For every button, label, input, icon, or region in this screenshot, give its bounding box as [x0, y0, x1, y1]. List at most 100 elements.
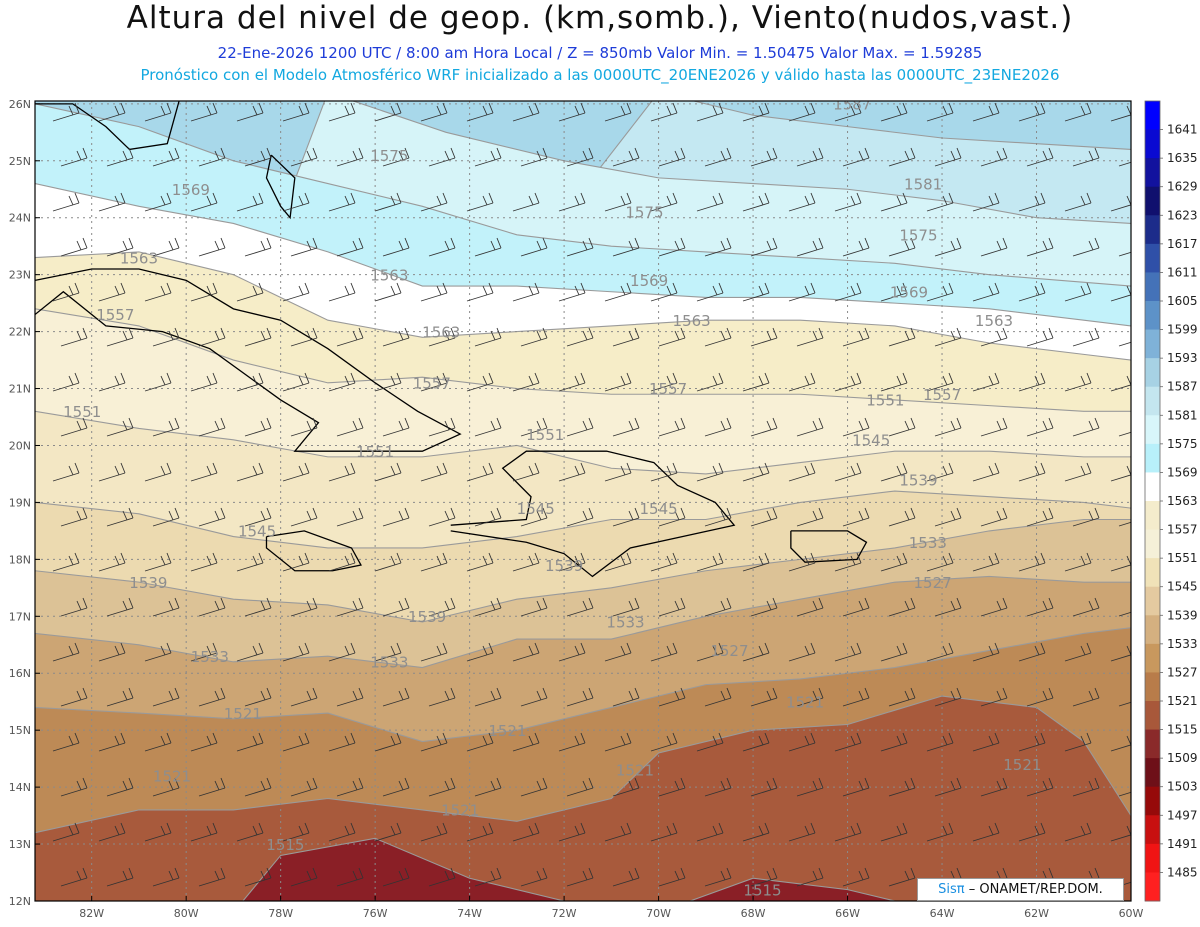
- wind-barb: [106, 777, 134, 797]
- wind-barb: [244, 147, 272, 167]
- wind-barb: [336, 327, 364, 347]
- wind-barb: [696, 192, 724, 212]
- wind-barb: [244, 867, 272, 887]
- wind-barb: [566, 507, 594, 527]
- wind-barb: [1110, 735, 1131, 752]
- wind-barb: [788, 822, 816, 842]
- andros-coast: [265, 154, 296, 220]
- wind-barb: [520, 597, 548, 617]
- contour-label: 1545: [517, 500, 555, 518]
- wind-barb: [282, 192, 310, 212]
- wind-barb: [382, 237, 410, 257]
- wind-barb: [1072, 777, 1100, 797]
- contour-label: 1533: [370, 654, 408, 672]
- wind-barb: [236, 102, 264, 122]
- credit-brand: Sisπ: [938, 882, 965, 897]
- wind-barb: [520, 687, 548, 707]
- wind-barb: [106, 237, 134, 257]
- wind-barb: [1026, 777, 1054, 797]
- wind-barb: [198, 687, 226, 707]
- wind-barb: [60, 417, 88, 437]
- colorbar-label: 1569: [1167, 465, 1198, 479]
- wind-barb: [742, 822, 770, 842]
- wind-barb: [658, 417, 686, 437]
- wind-barb: [742, 732, 770, 752]
- wind-barb: [650, 102, 678, 122]
- wind-barb: [474, 867, 502, 887]
- wind-barb: [152, 147, 180, 167]
- contour-label: 1563: [422, 323, 460, 341]
- wind-barb: [1110, 375, 1131, 392]
- contour-label: 1539: [129, 574, 167, 592]
- map-title: Altura del nivel de geop. (km,somb.), Vi…: [126, 0, 1074, 36]
- wind-barb: [650, 732, 678, 752]
- contour-label: 1521: [1003, 756, 1041, 774]
- wind-barb: [98, 102, 126, 122]
- wind-barb: [558, 822, 586, 842]
- wind-barb: [558, 552, 586, 572]
- wind-barb: [980, 507, 1008, 527]
- wind-barb: [520, 417, 548, 437]
- contour-label: 1569: [890, 283, 928, 301]
- wind-barb: [880, 282, 908, 302]
- wind-barb: [834, 552, 862, 572]
- wind-barb: [788, 282, 816, 302]
- jamaica-coast: [265, 530, 362, 572]
- contour-label: 1557: [96, 306, 134, 324]
- lon-tick-label: 68W: [741, 907, 766, 920]
- contour-label: 1569: [630, 272, 668, 290]
- wind-barb: [198, 777, 226, 797]
- wind-barb: [704, 327, 732, 347]
- wind-barb: [236, 192, 264, 212]
- wind-barb: [934, 687, 962, 707]
- wind-barb: [888, 237, 916, 257]
- wind-barb: [474, 327, 502, 347]
- lat-tick-label: 17N: [9, 610, 31, 623]
- wind-barb: [750, 237, 778, 257]
- wind-barb: [466, 282, 494, 302]
- wind-barb: [106, 507, 134, 527]
- wind-barb: [60, 507, 88, 527]
- wind-barb: [934, 597, 962, 617]
- wind-barb: [282, 282, 310, 302]
- wind-barb: [750, 867, 778, 887]
- wind-barb: [742, 192, 770, 212]
- wind-barb: [612, 147, 640, 167]
- wind-barb: [236, 372, 264, 392]
- wind-barb: [926, 372, 954, 392]
- wind-barb: [328, 732, 356, 752]
- wind-barb: [926, 192, 954, 212]
- wind-barb: [336, 687, 364, 707]
- wind-barb: [750, 687, 778, 707]
- wind-barb: [1064, 732, 1092, 752]
- wind-barb: [1110, 555, 1131, 572]
- colorbar-label: 1503: [1167, 780, 1198, 794]
- colorbar-swatch: [1145, 329, 1160, 359]
- wind-barb: [842, 237, 870, 257]
- contour-label: 1563: [975, 312, 1013, 330]
- wind-barb: [1118, 251, 1131, 257]
- wind-barb: [1018, 822, 1046, 842]
- wind-barb: [336, 507, 364, 527]
- colorbar-swatch: [1145, 386, 1160, 416]
- wind-barb: [1110, 825, 1131, 842]
- wind-barb: [842, 687, 870, 707]
- wind-barb: [190, 552, 218, 572]
- wind-barb: [512, 642, 540, 662]
- wind-barb: [198, 237, 226, 257]
- colorbar-label: 1599: [1167, 323, 1198, 337]
- colorbar-swatch: [1145, 672, 1160, 702]
- wind-barb: [658, 597, 686, 617]
- contour-labels: 1587 1581 1575 1575 1575 1569 1569 1569 1563 1563…: [63, 101, 1041, 899]
- wind-barb: [742, 102, 770, 122]
- contour-label: 1521: [153, 767, 191, 785]
- contour-label: 1515: [743, 881, 781, 899]
- wind-barb: [972, 732, 1000, 752]
- wind-barb: [328, 822, 356, 842]
- wind-barb: [420, 822, 448, 842]
- wind-barb: [374, 552, 402, 572]
- wind-barb: [796, 867, 824, 887]
- wind-barb: [60, 867, 88, 887]
- wind-barb: [98, 552, 126, 572]
